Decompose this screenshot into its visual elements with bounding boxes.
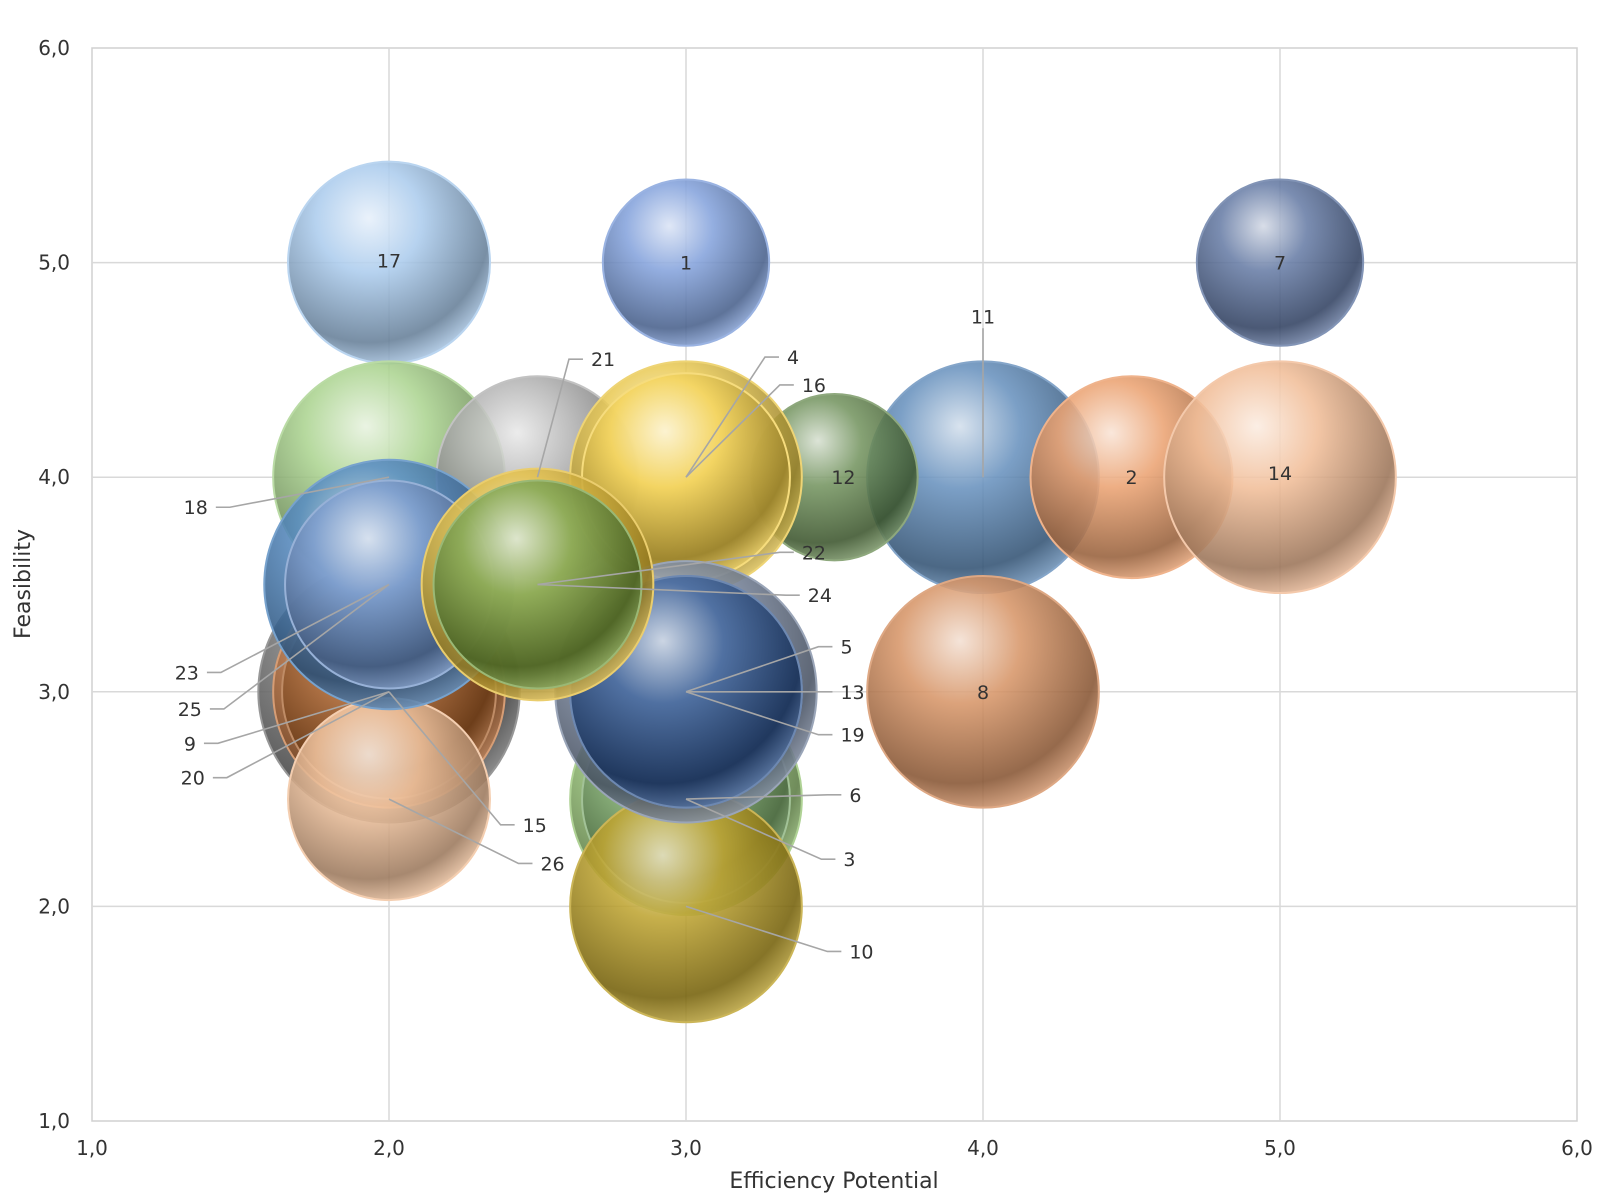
leader-line-21	[536, 358, 583, 478]
x-tick-label: 3,0	[670, 1136, 702, 1160]
bubble-label-23: 23	[175, 662, 199, 684]
leader-line-9	[203, 691, 390, 745]
x-tick-label: 2,0	[373, 1136, 405, 1160]
leader-line-19	[685, 691, 833, 736]
bubble-label-9: 9	[184, 733, 196, 755]
bubble-14	[1163, 360, 1397, 595]
bubble-label-12: 12	[831, 467, 855, 489]
bubble-label-15: 15	[523, 815, 547, 837]
bubble-7	[1195, 178, 1365, 347]
bubble-label-3: 3	[843, 849, 855, 871]
bubble-label-17: 17	[377, 250, 401, 272]
bubble-label-5: 5	[840, 637, 852, 659]
x-tick-label: 5,0	[1264, 1136, 1296, 1160]
leader-line-5	[685, 645, 833, 693]
bubble-label-20: 20	[181, 768, 205, 790]
x-axis-ticks: 1,0 2,0 3,0 4,0 5,0 6,0	[76, 1136, 1593, 1160]
y-tick-label: 3,0	[38, 680, 70, 704]
y-tick-label: 5,0	[38, 251, 70, 275]
x-tick-label: 4,0	[967, 1136, 999, 1160]
y-axis-label: Feasibility	[11, 529, 36, 639]
y-tick-label: 2,0	[38, 894, 70, 918]
leader-line-10	[685, 905, 842, 953]
bubble-label-25: 25	[178, 699, 202, 721]
bubble-label-1: 1	[680, 253, 692, 275]
bubble-label-16: 16	[802, 375, 826, 397]
leader-line-18	[215, 476, 390, 509]
y-tick-label: 6,0	[38, 36, 70, 60]
bubble-label-8: 8	[977, 682, 989, 704]
y-tick-label: 4,0	[38, 465, 70, 489]
leader-line-16	[685, 384, 794, 478]
bubble-label-24: 24	[808, 585, 832, 607]
leader-line-4	[685, 356, 779, 478]
leader-line-26	[388, 798, 533, 865]
bubble-label-4: 4	[787, 347, 799, 369]
bubble-label-26: 26	[540, 853, 564, 875]
x-axis-label: Efficiency Potential	[729, 1169, 938, 1194]
bubble-label-22: 22	[802, 542, 826, 564]
leader-line-25	[209, 583, 390, 710]
bubble-1	[601, 178, 771, 347]
bubble-label-10: 10	[849, 941, 873, 963]
y-axis-ticks: 1,0 2,0 3,0 4,0 5,0 6,0	[38, 36, 70, 1133]
x-tick-label: 6,0	[1561, 1136, 1593, 1160]
bubble-label-7: 7	[1274, 253, 1286, 275]
leader-line-6	[685, 794, 842, 800]
leader-line-15	[388, 691, 515, 826]
leader-line-3	[685, 798, 836, 860]
leader-lines	[203, 328, 984, 953]
bubble-labels: 1234567891011121314151617181920212223242…	[175, 250, 1292, 963]
leader-line-24	[537, 583, 800, 597]
bubble-label-19: 19	[840, 725, 864, 747]
leader-line-20	[212, 691, 390, 779]
bubble-label-18: 18	[184, 497, 208, 519]
bubble-label-2: 2	[1125, 467, 1137, 489]
leader-line-22	[537, 551, 794, 586]
bubble-label-11: 11	[971, 306, 995, 328]
bubble-label-14: 14	[1268, 463, 1292, 485]
bubble-label-13: 13	[840, 682, 864, 704]
bubble-8	[866, 574, 1100, 809]
bubble-label-6: 6	[849, 785, 861, 807]
y-tick-label: 1,0	[38, 1109, 70, 1133]
bubble-label-21: 21	[591, 349, 615, 371]
leader-line-23	[206, 583, 390, 674]
x-tick-label: 1,0	[76, 1136, 108, 1160]
